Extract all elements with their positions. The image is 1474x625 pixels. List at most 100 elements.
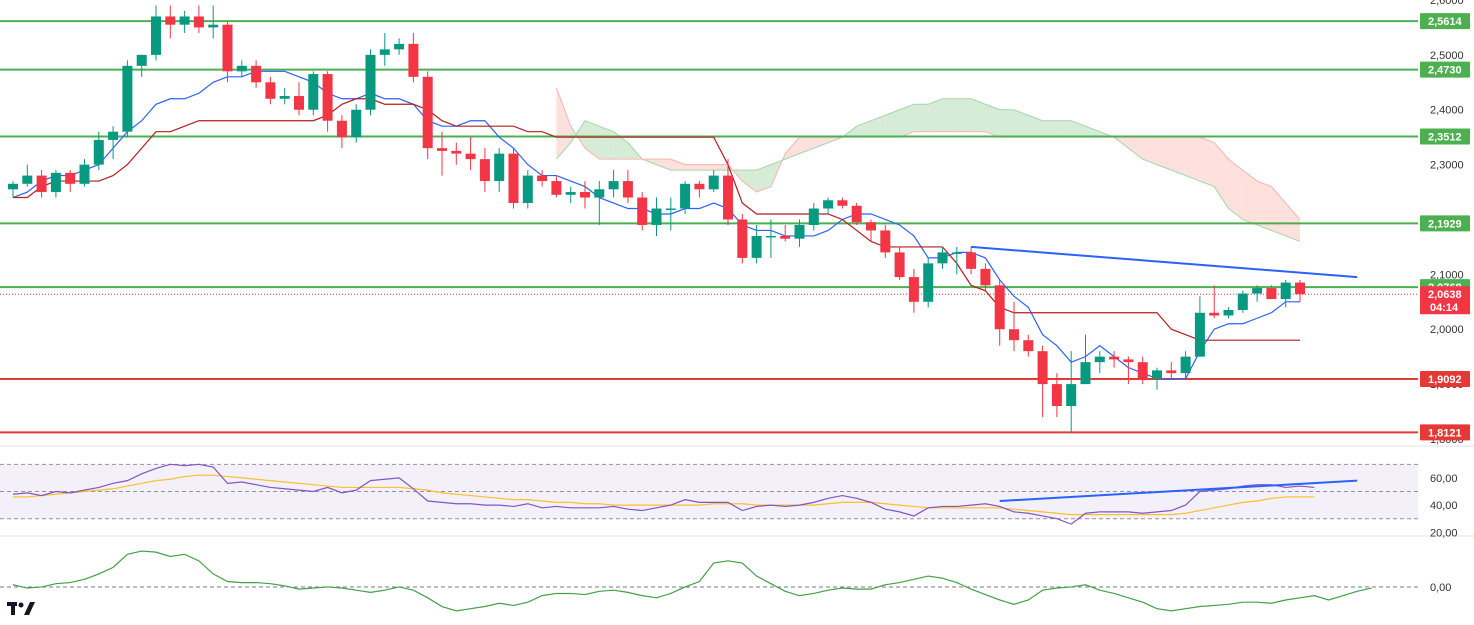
price-axis[interactable]: 2,60002,50002,40002,30002,20002,10002,00… xyxy=(1420,0,1470,594)
candle-body xyxy=(1266,288,1277,300)
candle-body xyxy=(1094,356,1105,363)
candle-body xyxy=(637,197,648,225)
candle-body xyxy=(966,252,977,269)
cloud-segment xyxy=(1257,181,1272,231)
cloud-segment xyxy=(1085,126,1100,138)
candle-body xyxy=(351,109,362,138)
candle-body xyxy=(665,208,676,211)
candle-body xyxy=(723,175,733,220)
candle-body xyxy=(165,16,176,25)
candle-body xyxy=(93,139,104,165)
candle-body xyxy=(694,183,705,190)
candle-body xyxy=(537,175,548,182)
candle-body xyxy=(322,74,333,121)
candle-body xyxy=(622,181,633,198)
price-level-tag xyxy=(1420,13,1470,30)
cloud-span-a-line xyxy=(556,98,1301,242)
candle-body xyxy=(737,219,748,258)
cloud-segment xyxy=(713,164,728,171)
candle-body xyxy=(808,208,819,225)
price-level-tag xyxy=(1420,128,1470,145)
candle-body xyxy=(108,131,119,140)
candle-body xyxy=(36,175,47,193)
candle-body xyxy=(508,153,519,204)
tradingview-logo[interactable] xyxy=(6,598,40,618)
candle-body xyxy=(1137,362,1148,379)
candle-body xyxy=(994,285,1005,330)
cloud-segment xyxy=(985,104,1000,138)
candle-body xyxy=(122,65,133,132)
candle-body xyxy=(937,252,948,264)
candle-body xyxy=(1152,370,1162,379)
price-level-tag-label: 1,9092 xyxy=(1428,374,1462,386)
oscillator-line xyxy=(12,550,1372,612)
candle-body xyxy=(522,175,533,204)
cloud-segment xyxy=(928,98,943,132)
candle-body xyxy=(651,208,662,225)
cloud-segment xyxy=(899,104,914,138)
candle-body xyxy=(923,263,934,302)
candle-body xyxy=(1280,282,1291,300)
rsi-pane xyxy=(0,463,1418,525)
price-level-tag-label: 2,1929 xyxy=(1428,218,1462,230)
price-level-tag-label: 2,4730 xyxy=(1428,65,1462,77)
candle-body xyxy=(65,172,76,184)
candle-body xyxy=(365,54,376,110)
rsi-tick-label: 60,00 xyxy=(1430,473,1458,485)
cloud-segment xyxy=(1185,137,1200,182)
current-price-label: 2,0638 xyxy=(1428,289,1462,301)
price-tick-label: 2,4000 xyxy=(1430,105,1464,117)
cloud-segment xyxy=(1071,120,1086,138)
current-price-tag xyxy=(1420,286,1470,315)
cloud-segment xyxy=(1014,109,1029,138)
trendline xyxy=(971,245,1358,279)
countdown-label: 04:14 xyxy=(1430,302,1459,314)
candle-body xyxy=(437,148,447,151)
candle-body xyxy=(394,43,405,50)
cloud-segment xyxy=(570,120,585,149)
candle-body xyxy=(580,192,590,198)
candle-body xyxy=(451,150,462,154)
cloud-segment xyxy=(1171,137,1186,176)
price-level-tag xyxy=(1420,215,1470,232)
price-level-tag-label: 1,8121 xyxy=(1428,427,1462,439)
candle-body xyxy=(408,43,419,77)
oscillator-tick-label: 0,00 xyxy=(1430,582,1451,594)
candle-body xyxy=(379,49,390,55)
candle-body xyxy=(1023,340,1034,352)
rsi-line xyxy=(12,463,1315,525)
cloud-segment xyxy=(1271,186,1286,236)
candle-body xyxy=(222,24,233,72)
candle-body xyxy=(565,192,576,195)
cloud-segment xyxy=(585,120,600,160)
cloud-segment xyxy=(556,87,571,160)
candle-body xyxy=(22,175,33,184)
cloud-segment xyxy=(656,159,671,171)
price-level-tag xyxy=(1420,61,1470,78)
candle-body xyxy=(336,120,347,138)
candle-body xyxy=(136,54,147,66)
price-tick-label: 2,6000 xyxy=(1430,0,1464,7)
cloud-segment xyxy=(1142,137,1157,165)
cloud-segment xyxy=(1199,137,1215,187)
cloud-segment xyxy=(813,137,829,149)
candle-body xyxy=(1180,356,1191,374)
rsi-tick-label: 40,00 xyxy=(1430,500,1458,512)
price-tick-label: 2,1000 xyxy=(1430,269,1464,281)
candle-body xyxy=(1066,384,1077,407)
cloud-segment xyxy=(599,126,614,160)
candle-body xyxy=(1080,362,1091,385)
candle-body xyxy=(151,16,161,55)
candle-body xyxy=(8,183,18,190)
candle-body xyxy=(1051,384,1062,407)
candle-body xyxy=(1166,370,1177,374)
cloud-segment xyxy=(1285,203,1300,242)
cloud-segment xyxy=(956,98,972,132)
cloud-segment xyxy=(670,159,686,171)
candle-body xyxy=(422,76,433,149)
candle-body xyxy=(79,164,90,184)
candle-body xyxy=(1295,282,1305,295)
candle-body xyxy=(894,252,905,278)
cloud-segment xyxy=(699,164,714,171)
